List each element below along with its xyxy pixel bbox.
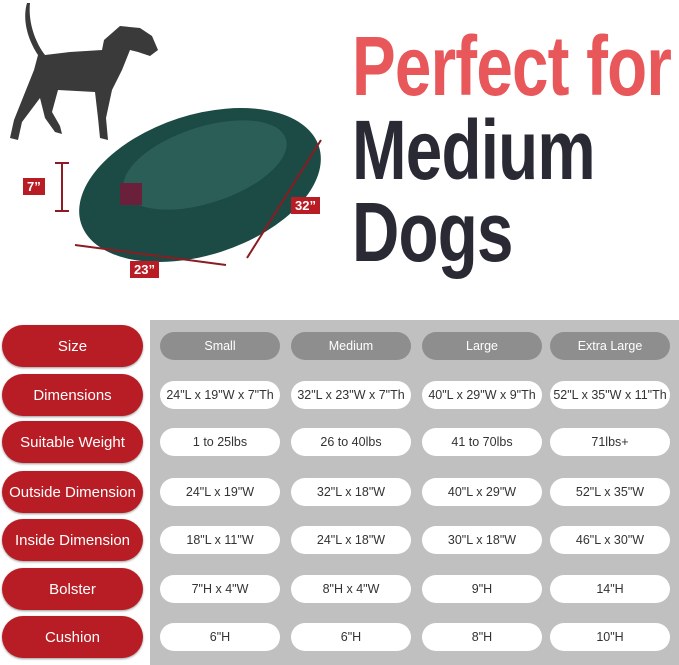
table-cell: 24"L x 19"W [160,478,280,506]
table-cell: 52"L x 35"W x 11"Th [550,381,670,409]
column-header: Medium [291,332,411,360]
table-cell: 18"L x 11"W [160,526,280,554]
table-cell: 46"L x 30"W [550,526,670,554]
table-cell: 10"H [550,623,670,651]
height-tag: 7” [23,178,45,195]
table-cell: 8"H [422,623,542,651]
width-tag: 23” [130,261,159,278]
table-cell: 30"L x 18"W [422,526,542,554]
headline-line1: Perfect for [352,19,672,113]
table-cell: 6"H [291,623,411,651]
column-header: Large [422,332,542,360]
headline-line3: Dogs [352,185,513,279]
table-cell: 9"H [422,575,542,603]
row-label: Dimensions [2,374,143,416]
row-label: Suitable Weight [2,421,143,463]
table-cell: 32"L x 18"W [291,478,411,506]
table-cell: 41 to 70lbs [422,428,542,456]
row-label: Outside Dimension [2,471,143,513]
column-header: Extra Large [550,332,670,360]
dog-bed-icon [79,108,321,262]
table-cell: 1 to 25lbs [160,428,280,456]
table-cell: 24"L x 19"W x 7"Th [160,381,280,409]
dog-silhouette-icon [10,3,158,140]
table-cell: 40"L x 29"W [422,478,542,506]
table-cell: 14"H [550,575,670,603]
table-cell: 40"L x 29"W x 9"Th [422,381,542,409]
table-cell: 8"H x 4"W [291,575,411,603]
row-label: Inside Dimension [2,519,143,561]
table-cell: 24"L x 18"W [291,526,411,554]
column-header: Small [160,332,280,360]
table-cell: 32"L x 23"W x 7"Th [291,381,411,409]
row-label: Bolster [2,568,143,610]
length-tag: 32” [291,197,320,214]
table-cell: 6"H [160,623,280,651]
headline-line2: Medium [352,103,596,197]
table-cell: 71lbs+ [550,428,670,456]
dog-bed-illustration [10,3,322,266]
table-cell: 7"H x 4"W [160,575,280,603]
row-label: Cushion [2,616,143,658]
table-cell: 26 to 40lbs [291,428,411,456]
table-cell: 52"L x 35"W [550,478,670,506]
row-label: Size [2,325,143,367]
